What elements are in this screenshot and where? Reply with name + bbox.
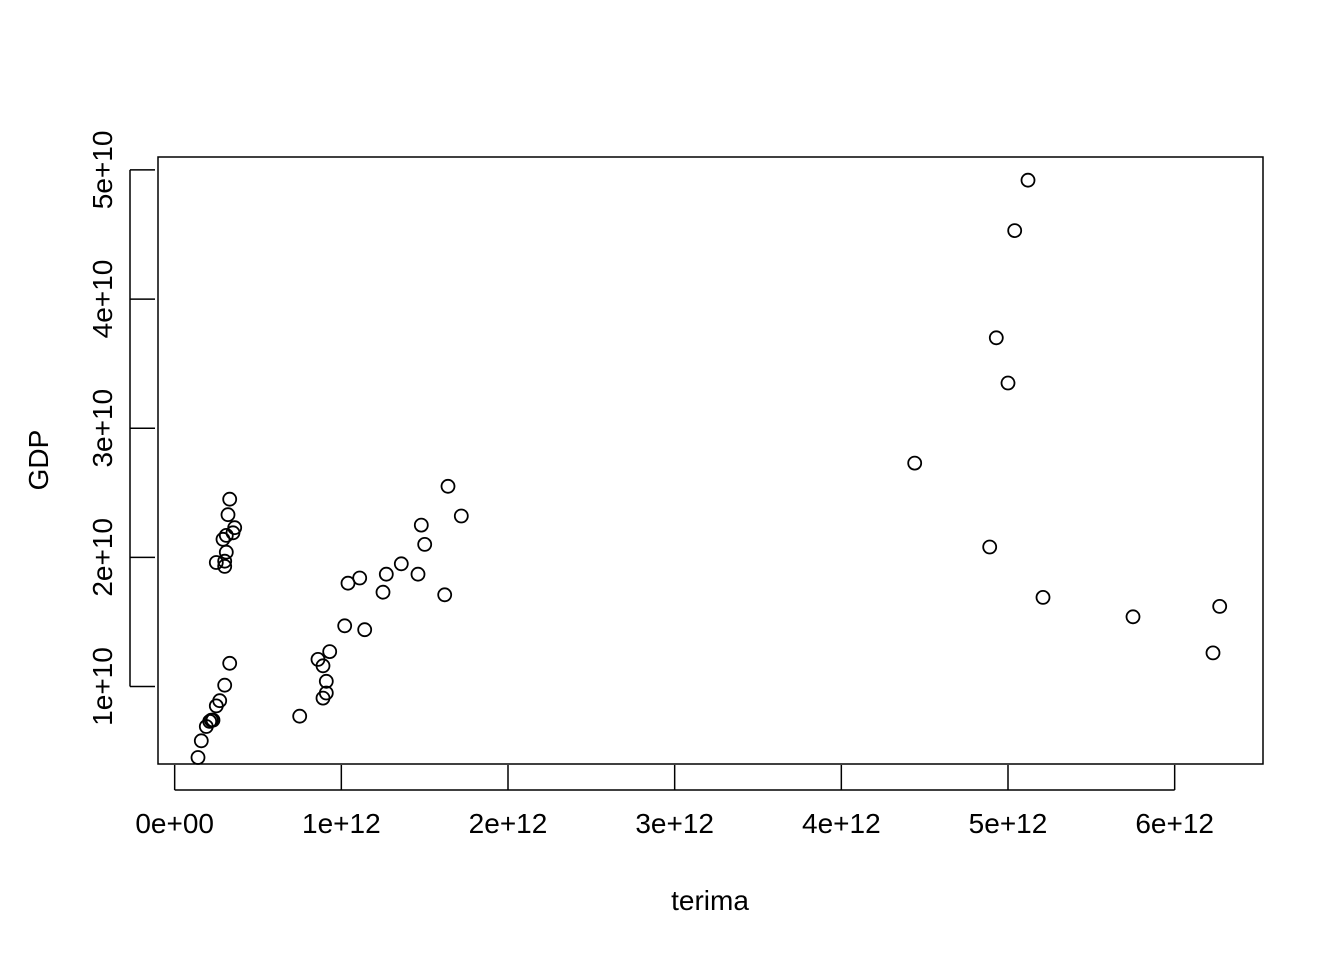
- data-point: [417, 537, 433, 552]
- data-point: [337, 618, 353, 634]
- data-point: [1000, 375, 1016, 391]
- data-point: [227, 520, 243, 536]
- data-point: [222, 655, 238, 671]
- y-tick-label: 5e+10: [87, 131, 118, 210]
- data-point: [222, 491, 238, 507]
- data-point: [907, 455, 923, 471]
- data-point: [1020, 172, 1036, 188]
- data-point: [318, 685, 334, 701]
- x-tick-label: 0e+00: [135, 808, 214, 839]
- data-point: [988, 330, 1004, 346]
- data-point: [217, 559, 233, 574]
- x-tick-label: 5e+12: [969, 808, 1048, 839]
- data-point: [193, 733, 209, 749]
- x-tick-label: 3e+12: [635, 808, 714, 839]
- data-point: [375, 584, 391, 600]
- data-point: [218, 544, 234, 560]
- y-tick-label: 3e+10: [87, 389, 118, 468]
- data-point: [220, 507, 236, 523]
- y-tick-label: 4e+10: [87, 260, 118, 339]
- data-point: [393, 556, 409, 572]
- data-point: [205, 712, 221, 728]
- data-point: [1125, 609, 1141, 625]
- y-axis: 1e+10 2e+10 3e+10 4e+10 5e+10: [87, 131, 155, 726]
- data-points: [190, 172, 1228, 765]
- data-point: [378, 566, 394, 582]
- data-point: [190, 750, 206, 765]
- data-point: [1205, 645, 1221, 661]
- data-point: [982, 539, 998, 555]
- data-point: [1007, 223, 1023, 239]
- y-tick-label: 2e+10: [87, 518, 118, 597]
- data-point: [1212, 599, 1228, 614]
- data-point: [212, 693, 228, 709]
- x-axis-label: terima: [671, 885, 749, 916]
- data-point: [217, 677, 233, 693]
- y-axis-label: GDP: [23, 430, 54, 491]
- data-point: [437, 587, 453, 603]
- data-point: [218, 528, 234, 543]
- data-point: [352, 570, 368, 586]
- x-tick-label: 2e+12: [469, 808, 548, 839]
- data-point: [453, 508, 469, 524]
- plot-frame: [157, 156, 1264, 765]
- y-tick-label: 1e+10: [87, 647, 118, 726]
- data-point: [292, 708, 308, 724]
- data-point: [318, 673, 334, 689]
- data-point: [315, 658, 331, 674]
- data-point: [322, 644, 338, 659]
- data-point: [1035, 590, 1051, 605]
- x-tick-label: 1e+12: [302, 808, 381, 839]
- x-tick-label: 6e+12: [1135, 808, 1214, 839]
- data-point: [357, 622, 373, 638]
- x-tick-label: 4e+12: [802, 808, 881, 839]
- data-point: [208, 555, 224, 570]
- data-point: [440, 478, 456, 494]
- data-point: [410, 566, 426, 582]
- data-point: [413, 517, 429, 533]
- x-axis: 0e+00 1e+12 2e+12 3e+12 4e+12 5e+12 6e+12: [135, 765, 1214, 839]
- data-point: [217, 553, 233, 569]
